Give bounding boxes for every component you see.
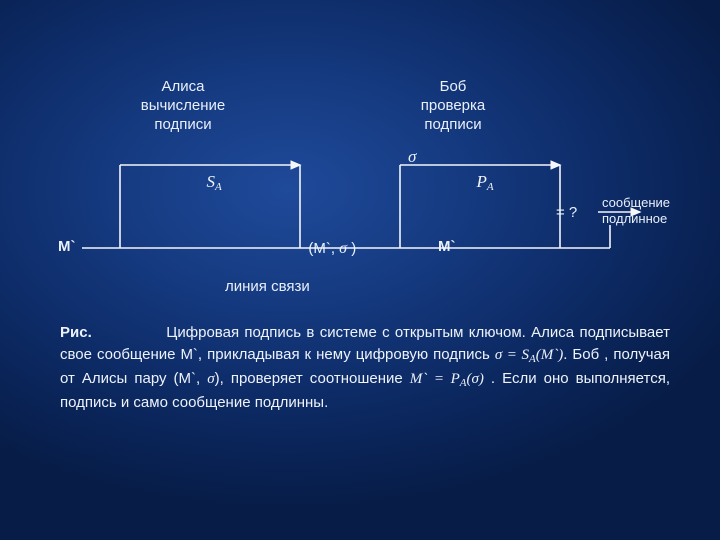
caption-part3: ), проверяет соотношение — [215, 370, 410, 387]
f2sub: A — [460, 377, 467, 389]
diagram-arrows — [0, 0, 720, 540]
caption-formula1: σ = SA(M`) — [495, 347, 563, 363]
slide-canvas: { "diagram": { "type": "flowchart", "bg_… — [0, 0, 720, 540]
caption-sigma: σ — [207, 371, 214, 387]
f1b: (M`) — [536, 347, 563, 363]
f2b: (σ) — [467, 371, 484, 387]
f1sub: A — [529, 353, 536, 365]
caption-formula2: M` = PA(σ) — [410, 371, 484, 387]
figure-caption: Рис. Цифровая подпись в системе с открыт… — [60, 322, 670, 413]
f2a: M` = P — [410, 371, 460, 387]
caption-prefix: Рис. — [60, 324, 92, 341]
f1a: σ = S — [495, 347, 529, 363]
